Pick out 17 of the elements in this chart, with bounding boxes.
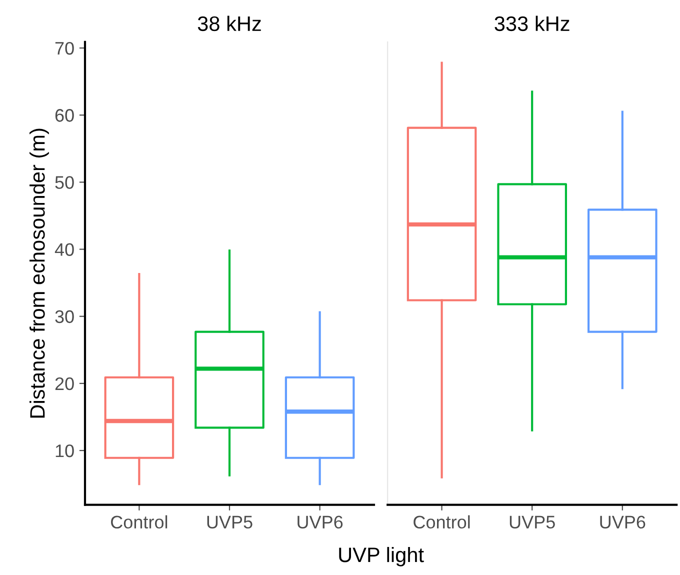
y-tick-label: 60 [55, 109, 74, 122]
y-tick-label: 30 [55, 310, 74, 324]
y-tick-label: 40 [54, 243, 74, 256]
y-tick-label: 20 [55, 377, 74, 390]
chart-title: 333 kHz [494, 16, 570, 32]
y-tick-label: 10 [56, 444, 74, 458]
y-tick-label: 70 [55, 42, 74, 55]
chart-title: 38 kHz [198, 16, 261, 32]
x-tick-label: UVP5 [510, 516, 555, 529]
x-axis-title: UVP light [339, 546, 424, 566]
x-tick-label: UVP6 [298, 516, 343, 529]
y-axis-title: Distance from echosounder (m) [30, 128, 49, 418]
x-tick-label: Control [111, 515, 168, 529]
y-tick-label: 50 [55, 176, 74, 189]
x-tick-label: UVP6 [600, 516, 646, 529]
x-tick-label: Control [414, 515, 470, 529]
x-tick-label: UVP5 [207, 516, 252, 529]
